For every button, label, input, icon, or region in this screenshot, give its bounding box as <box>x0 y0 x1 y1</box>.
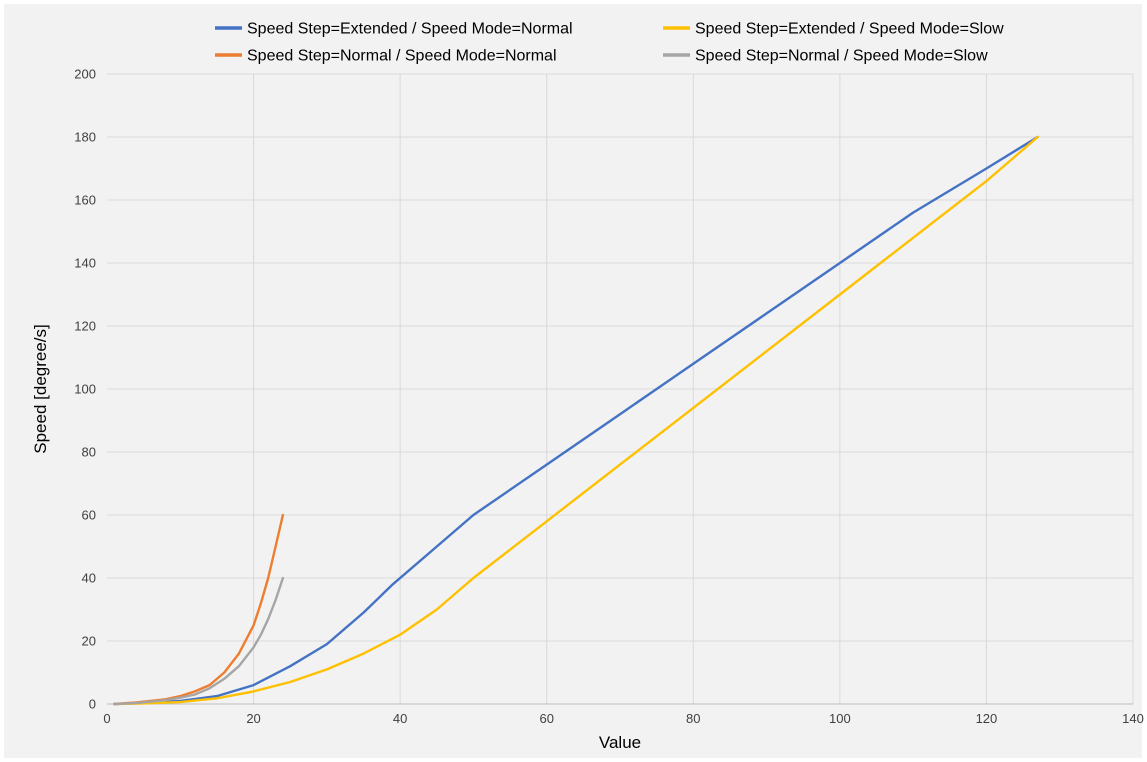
y-tick-labels: 0 20 40 60 80 100 120 140 160 180 200 <box>74 67 96 712</box>
y-tick-label: 100 <box>74 382 96 397</box>
y-tick-label: 80 <box>82 445 96 460</box>
x-tick-label: 100 <box>829 711 851 726</box>
y-tick-label: 200 <box>74 67 96 82</box>
y-tick-label: 0 <box>89 697 96 712</box>
chart-area <box>4 4 1142 758</box>
legend-label: Speed Step=Normal / Speed Mode=Normal <box>247 48 557 65</box>
x-tick-label: 80 <box>686 711 700 726</box>
x-tick-label: 140 <box>1122 711 1144 726</box>
legend-label: Speed Step=Normal / Speed Mode=Slow <box>695 48 988 65</box>
series-line-speed-step-normal-speed-mode-slow <box>113 576 285 706</box>
x-axis-title: Value <box>599 733 641 752</box>
y-tick-label: 120 <box>74 319 96 334</box>
y-tick-label: 160 <box>74 193 96 208</box>
series-line-speed-step-extended-speed-mode-normal <box>113 135 1039 706</box>
series-line-speed-step-normal-speed-mode-normal <box>113 513 285 706</box>
y-tick-label: 20 <box>82 634 96 649</box>
y-tick-label: 180 <box>74 130 96 145</box>
legend: Speed Step=Extended / Speed Mode=Normal S… <box>215 21 1004 65</box>
x-tick-label: 120 <box>976 711 998 726</box>
legend-label: Speed Step=Extended / Speed Mode=Slow <box>695 21 1004 38</box>
y-tick-label: 60 <box>82 508 96 523</box>
series-line-speed-step-extended-speed-mode-slow <box>113 135 1039 706</box>
x-tick-label: 20 <box>246 711 260 726</box>
legend-label: Speed Step=Extended / Speed Mode=Normal <box>247 21 573 38</box>
y-tick-label: 140 <box>74 256 96 271</box>
x-tick-label: 60 <box>539 711 553 726</box>
y-tick-label: 40 <box>82 571 96 586</box>
x-tick-label: 40 <box>393 711 407 726</box>
y-axis-title: Speed [degree/s] <box>31 324 50 453</box>
x-tick-labels: 0 20 40 60 80 100 120 140 <box>103 711 1143 726</box>
series-lines <box>113 135 1039 706</box>
gridlines <box>107 73 1134 704</box>
x-tick-label: 0 <box>103 711 110 726</box>
